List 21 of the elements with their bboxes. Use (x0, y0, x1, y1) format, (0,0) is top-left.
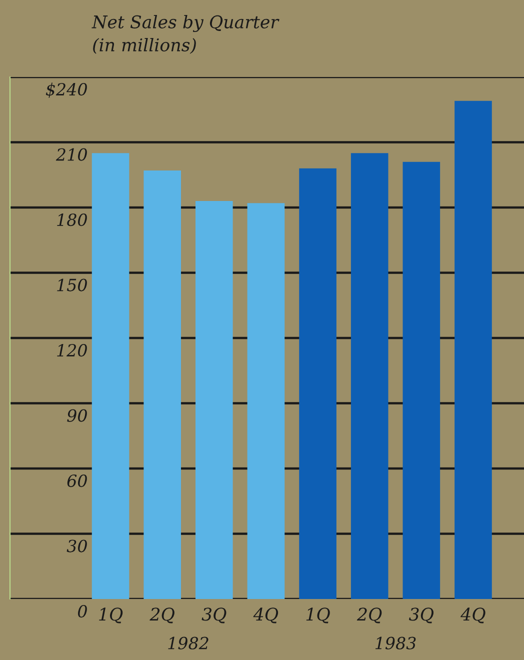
x-tick-label: 4Q (460, 608, 486, 624)
x-tick-label: 2Q (150, 608, 174, 624)
x-tick-label: 1Q (306, 608, 330, 624)
x-tick-label: 3Q (202, 608, 226, 624)
x-tick-label: 3Q (408, 608, 434, 624)
y-tick-label: $240 (46, 82, 87, 98)
text: 1983 (375, 636, 416, 650)
text: 1982 (168, 636, 208, 650)
y-tick-label: 90 (67, 409, 87, 422)
x-tick-label: 1Q (99, 608, 123, 624)
y-tick-label: 60 (67, 474, 87, 488)
y-tick-label: 150 (57, 278, 87, 292)
y-tick-label: 120 (57, 344, 87, 357)
chart-subtitle: (in millions) (93, 38, 196, 54)
x-tick-label: 2Q (356, 608, 382, 624)
y-tick-label: 210 (56, 148, 87, 161)
y-tick-label: 30 (66, 540, 87, 552)
y-tick-label: 0 (78, 604, 87, 618)
y-tick-label: 180 (57, 213, 87, 226)
chart-title: Net Sales by Quarter (92, 15, 280, 32)
x-tick-label: 4Q (253, 608, 278, 624)
